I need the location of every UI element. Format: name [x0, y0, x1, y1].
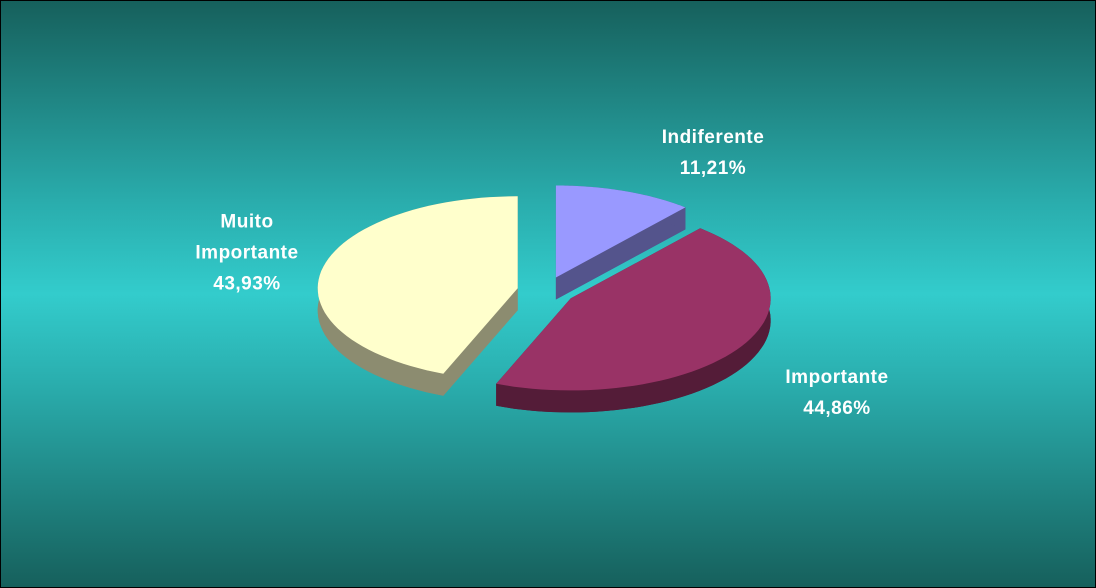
value-label: 11,21%	[679, 158, 747, 179]
category-label: Muito Importante	[195, 211, 299, 264]
category-label: Importante	[785, 367, 889, 388]
slice-side	[555, 207, 686, 300]
slice-label: Importante 44,86%	[762, 362, 912, 424]
slice	[496, 228, 771, 391]
value-label: 44,86%	[803, 398, 871, 419]
category-label: Indiferente	[661, 127, 765, 148]
slice-label: Indiferente 11,21%	[638, 122, 788, 184]
slice-side	[496, 228, 771, 413]
value-label: 43,93%	[213, 273, 281, 295]
slice	[317, 196, 518, 374]
slice-side	[443, 288, 518, 396]
slice	[555, 185, 686, 278]
slice-label: Muito Importante 43,93%	[172, 207, 322, 300]
